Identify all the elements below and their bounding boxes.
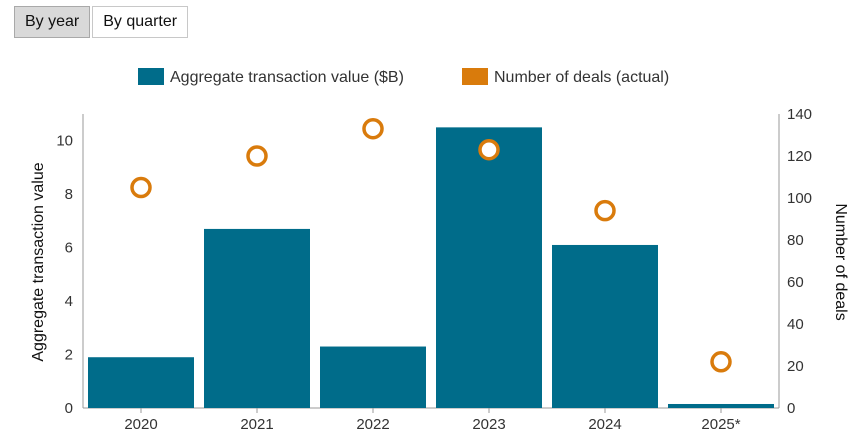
deal-marker xyxy=(130,176,152,199)
bar xyxy=(88,357,194,408)
y-tick-label: 4 xyxy=(65,293,73,310)
by-quarter-button[interactable]: By quarter xyxy=(92,6,189,38)
x-tick-label: 2025* xyxy=(701,416,740,433)
y-axis-title: Aggregate transaction value xyxy=(30,162,47,361)
bar xyxy=(552,244,658,408)
x-tick-label: 2024 xyxy=(588,416,621,433)
deal-marker xyxy=(362,117,384,140)
legend-swatch-deals xyxy=(462,68,488,85)
bar xyxy=(204,228,310,408)
legend-label-value: Aggregate transaction value ($B) xyxy=(170,69,404,86)
x-tick-label: 2023 xyxy=(472,416,505,433)
x-tick-label: 2020 xyxy=(124,416,157,433)
bar xyxy=(436,127,542,408)
y-tick-label: 6 xyxy=(65,240,73,257)
bar xyxy=(668,403,774,408)
y2-axis-title: Number of deals xyxy=(832,203,849,320)
bar xyxy=(320,346,426,408)
by-year-button[interactable]: By year xyxy=(14,6,91,38)
legend: Aggregate transaction value ($B) Number … xyxy=(138,68,669,86)
y2-tick-label: 60 xyxy=(787,274,804,291)
y2-tick-label: 40 xyxy=(787,316,804,333)
y2-tick-label: 120 xyxy=(787,148,812,165)
x-tick-label: 2021 xyxy=(240,416,273,433)
y2-tick-label: 80 xyxy=(787,232,804,249)
y2-tick-label: 0 xyxy=(787,400,795,417)
deal-marker xyxy=(478,138,500,161)
y2-tick-label: 140 xyxy=(787,106,812,123)
y-tick-label: 2 xyxy=(65,347,73,364)
legend-label-deals: Number of deals (actual) xyxy=(494,69,669,86)
view-toggle: By year By quarter xyxy=(14,6,190,38)
deal-marker xyxy=(710,351,732,373)
x-tick-label: 2022 xyxy=(356,416,389,433)
y-tick-label: 0 xyxy=(65,400,73,417)
deal-marker xyxy=(246,145,268,167)
deal-marker xyxy=(594,199,616,222)
y-tick-label: 10 xyxy=(56,133,73,150)
y2-tick-label: 20 xyxy=(787,358,804,375)
legend-swatch-value xyxy=(138,68,164,85)
y-tick-label: 8 xyxy=(65,186,73,203)
y2-tick-label: 100 xyxy=(787,190,812,207)
